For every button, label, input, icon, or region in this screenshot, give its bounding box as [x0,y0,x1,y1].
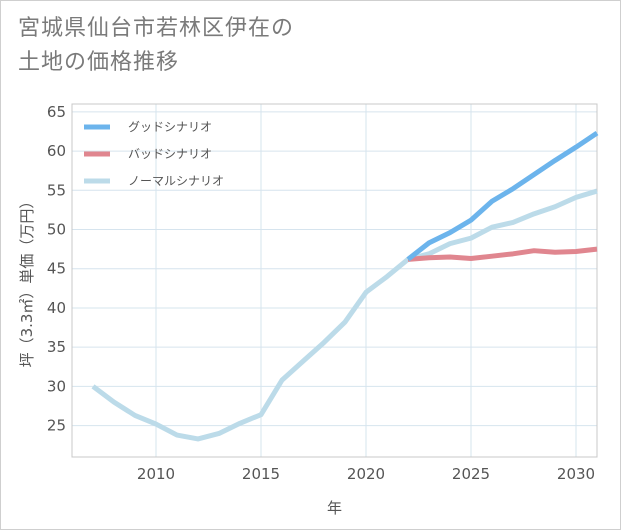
series-line-0 [406,130,599,262]
legend-label: バッドシナリオ [128,147,212,161]
y-tick-label: 50 [47,221,66,239]
title-line-2: 土地の価格推移 [18,50,180,75]
y-tick-label: 45 [47,260,66,278]
x-tick-label: 2020 [347,465,385,483]
series-line-1 [407,246,598,262]
title-line-1: 宮城県仙台市若林区伊在の [18,16,295,41]
legend-label: ノーマルシナリオ [128,174,224,188]
x-tick-labels: 2010 2015 2020 2025 2030 [137,465,595,483]
y-tick-label: 65 [47,103,66,121]
y-tick-label: 60 [47,142,66,160]
y-tick-label: 35 [47,338,66,356]
y-axis-label: 坪（3.3㎡）単価（万円） [18,194,36,368]
series-line-2 [91,188,598,442]
x-tick-label: 2010 [137,465,175,483]
x-tick-label: 2025 [452,465,490,483]
y-tick-label: 25 [47,417,66,435]
y-tick-labels: 25 30 35 40 45 50 55 60 65 [47,103,66,435]
chart-title: 宮城県仙台市若林区伊在の 土地の価格推移 [18,12,294,80]
y-tick-label: 40 [47,299,66,317]
grid-lines [72,104,597,457]
x-axis-label: 年 [327,499,342,517]
y-tick-label: 55 [47,181,66,199]
plot-area [71,103,598,458]
y-tick-label: 30 [47,377,66,395]
series-lines [91,130,599,442]
x-tick-label: 2030 [557,465,595,483]
legend-label: グッドシナリオ [128,120,212,134]
x-tick-label: 2015 [242,465,280,483]
